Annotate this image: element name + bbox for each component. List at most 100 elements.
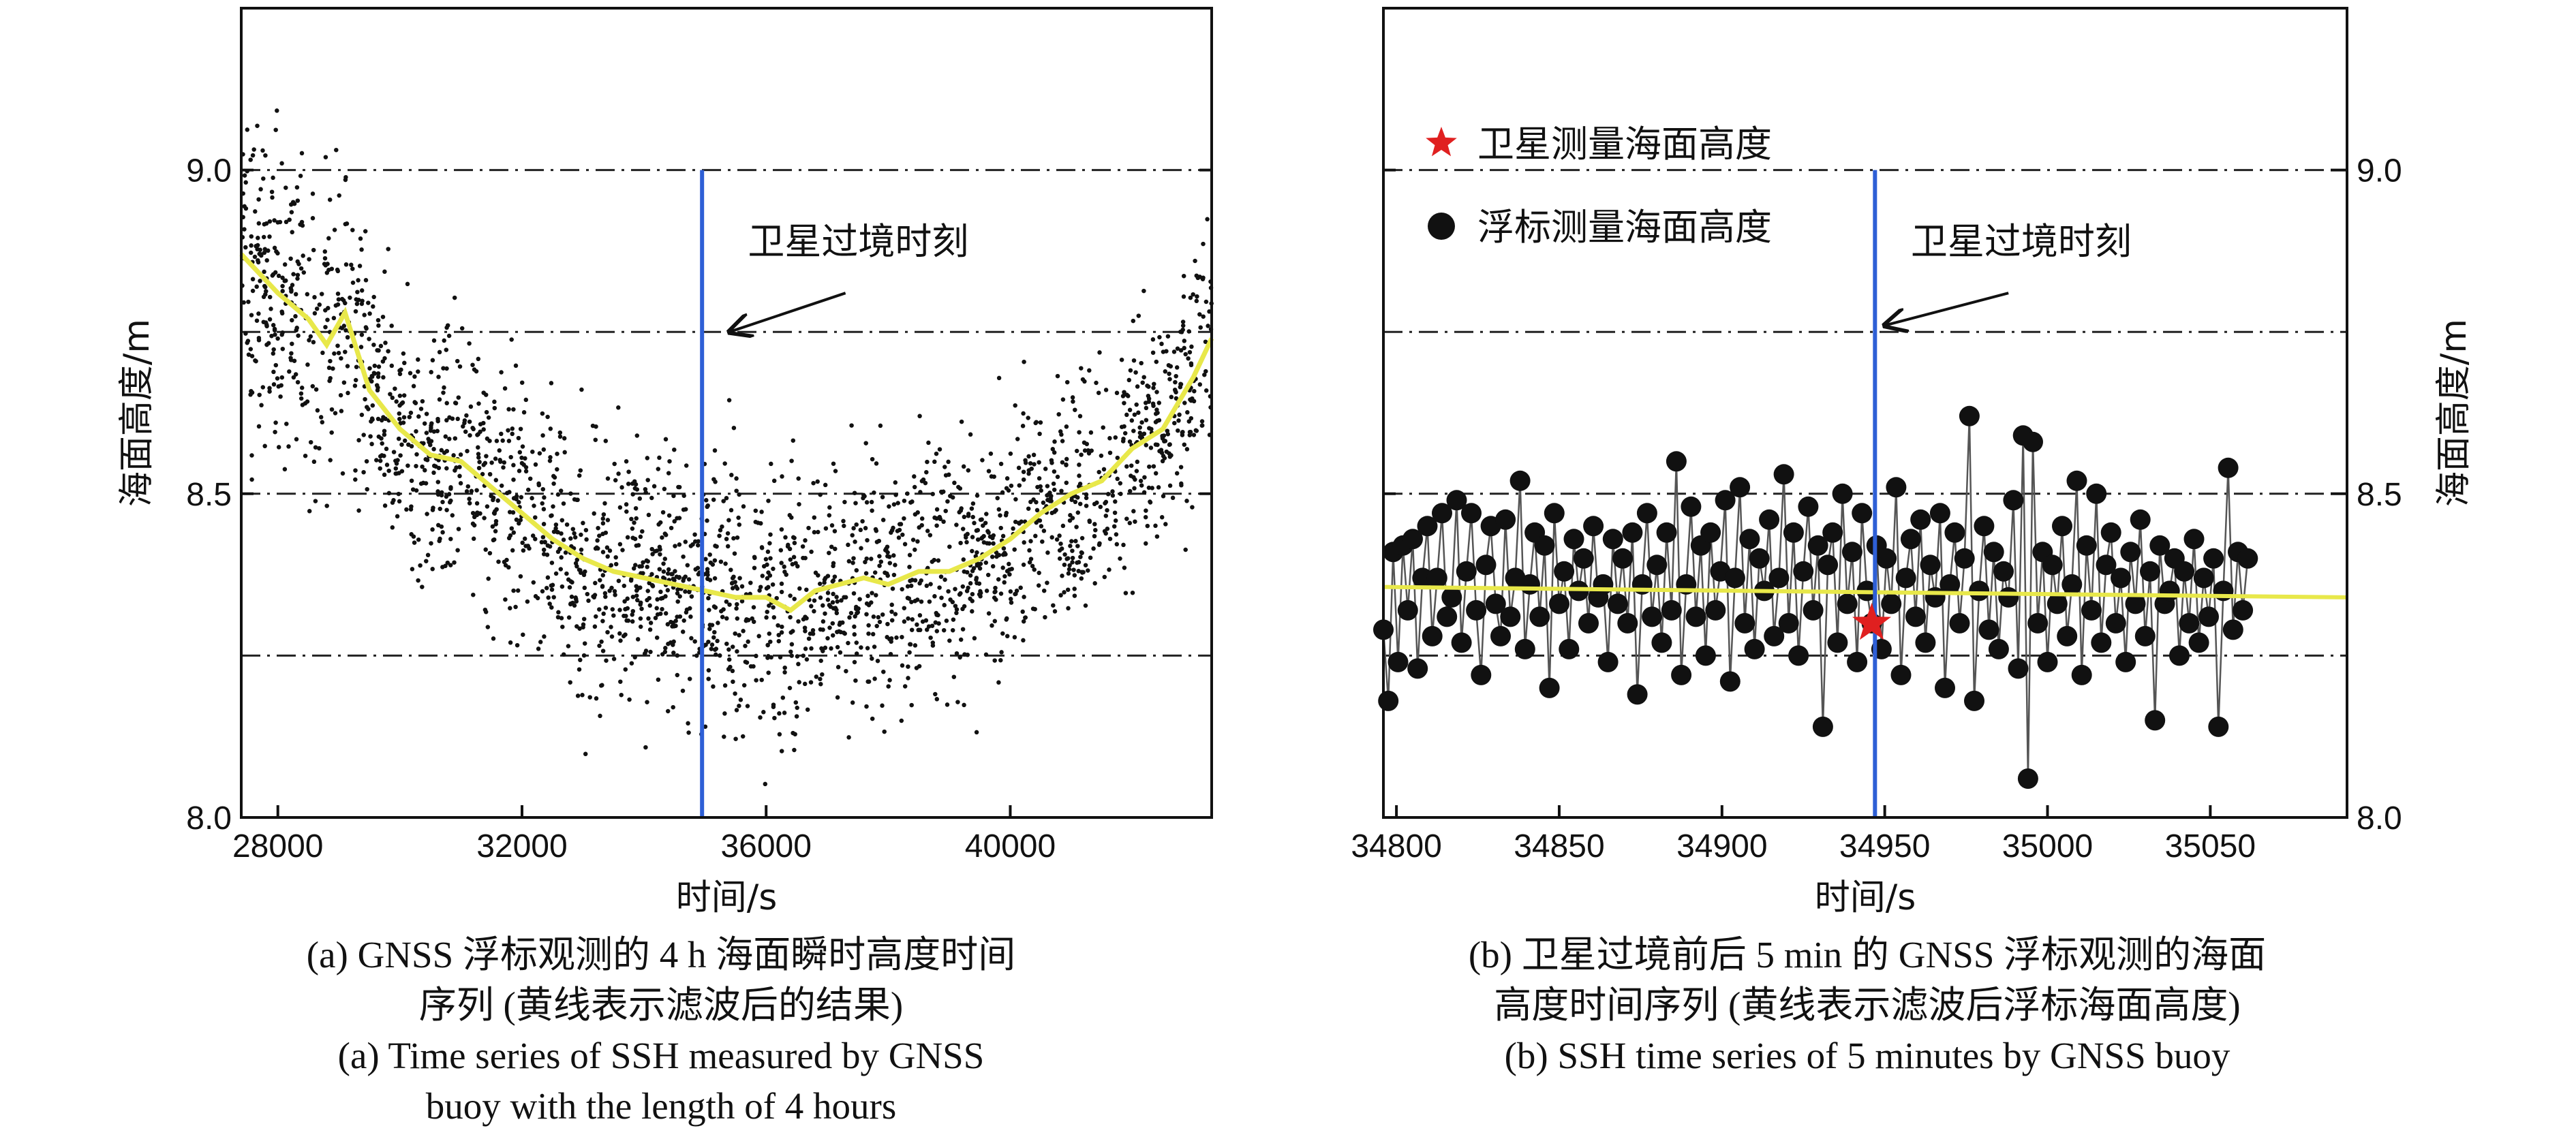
chart-b-buoy-point (2027, 612, 2049, 634)
chart-b-ylabel: 海面高度/m (2434, 319, 2474, 507)
chart-b-buoy-point (1803, 599, 1824, 621)
chart-a-ytick-label: 8.0 (186, 800, 232, 837)
chart-b-xtick-label: 34950 (1839, 828, 1930, 864)
chart-b-buoy-point (1514, 638, 1535, 659)
chart-b-buoy-point (1681, 496, 1702, 517)
chart-b-buoy-point (1812, 716, 1833, 737)
caption-a-zh-line1: (a) GNSS 浮标观测的 4 h 海面瞬时高度时间 (306, 934, 1016, 976)
chart-b-buoy-point (1700, 522, 1721, 543)
chart-b-buoy-point (2169, 645, 2190, 666)
chart-b-buoy-point (2008, 658, 2029, 679)
chart-a-xtick-label: 36000 (720, 828, 811, 864)
chart-b-buoy-point (1773, 464, 1794, 485)
chart-b-buoy-point (1378, 690, 1399, 711)
chart-b-buoy-point (2134, 625, 2156, 646)
legend-buoy-label: 浮标测量海面高度 (1477, 206, 1772, 249)
chart-a-annotation: 卫星过境时刻 (748, 220, 968, 263)
chart-b-buoy-point (1671, 664, 1692, 685)
chart-b-buoy-point (1739, 529, 1760, 550)
chart-b-buoy-point (1954, 548, 1975, 569)
chart-a-xlabel: 时间/s (676, 877, 778, 918)
chart-b-buoy-point (1695, 645, 1716, 666)
chart-b-buoy-point (1412, 567, 1433, 589)
chart-b-buoy-point (2130, 509, 2151, 530)
chart-b-buoy-point (1636, 503, 1657, 524)
chart-b-buoy-point (1807, 535, 1828, 556)
chart-b-buoy-point (1612, 548, 1634, 569)
chart-b-buoy-point (1422, 625, 1443, 646)
chart-b-buoy-point (1485, 593, 1506, 614)
chart-b-buoy-point (2105, 612, 2126, 634)
chart-b-buoy-point (1788, 645, 1809, 666)
chart-b-buoy-point (2086, 483, 2107, 504)
chart-b-buoy-point (2233, 599, 2254, 621)
chart-b-buoy-point (1895, 567, 1916, 589)
chart-b-buoy-point (1563, 529, 1584, 550)
chart-b-buoy-point (1886, 477, 1907, 498)
chart-b-buoy-point (1509, 470, 1531, 491)
chart-b-buoy-point (1407, 658, 1428, 679)
chart-b-buoy-point (1529, 606, 1550, 627)
chart-b-buoy-point (1559, 638, 1580, 659)
chart-b-buoy-point (1852, 503, 1873, 524)
chart-b-buoy-point (1437, 606, 1458, 627)
chart-b-buoy-point (1978, 619, 1999, 640)
chart-b-buoy-point (1387, 651, 1409, 672)
chart-b-buoy-point (1602, 529, 1623, 550)
chart-b-buoy-point (1993, 561, 2014, 582)
chart-b-buoy-point (1998, 587, 2019, 608)
chart-b-buoy-point (2179, 612, 2200, 634)
chart-b-buoy-point (2174, 561, 2195, 582)
chart-b-buoy-point (2208, 716, 2229, 737)
chart-b-xtick-label: 34900 (1676, 828, 1767, 864)
chart-b-buoy-point (1837, 593, 1858, 614)
chart-a-xtick-label: 40000 (965, 828, 1056, 864)
chart-b-buoy-point (2066, 470, 2087, 491)
caption-b-en-line1: (b) SSH time series of 5 minutes by GNSS… (1504, 1035, 2230, 1076)
chart-b-buoy-point (2120, 542, 2141, 563)
chart-b-buoy-point (1841, 542, 1862, 563)
chart-b-buoy-point (1744, 638, 1765, 659)
chart-b-buoy-point (2140, 561, 2160, 582)
chart-b-buoy-point (1432, 503, 1452, 524)
chart-b-buoy-point (1451, 632, 1472, 653)
chart-b-buoy-point (1554, 561, 1575, 582)
chart-b-buoy-point (1475, 555, 1497, 576)
chart-b-buoy-point (1397, 599, 1418, 621)
chart-b-buoy-point (1651, 632, 1672, 653)
chart-a-xtick-label: 32000 (476, 828, 567, 864)
chart-b-buoy-point (1734, 612, 1755, 634)
chart-b-buoy-point (1988, 638, 2009, 659)
chart-b-buoy-point (1544, 503, 1565, 524)
chart-b-buoy-point (1656, 522, 1677, 543)
chart-a-filtered-line (239, 252, 1214, 614)
chart-b-buoy-point (2198, 606, 2219, 627)
chart-b-buoy-point (1827, 632, 1848, 653)
chart-b-xtick-label: 35050 (2165, 828, 2256, 864)
chart-b-buoy-point (1778, 612, 1799, 634)
caption-b-zh-line1: (b) 卫星过境前后 5 min 的 GNSS 浮标观测的海面 (1468, 934, 2267, 976)
chart-b-buoy-point (1705, 599, 1726, 621)
chart-b-ytick-label: 8.0 (2357, 800, 2402, 837)
chart-a-plot-frame (240, 7, 1213, 819)
chart-b-buoy-point (2003, 490, 2024, 511)
chart-b-buoy-point (1983, 542, 2004, 563)
legend-satellite-label: 卫星测量海面高度 (1477, 123, 1772, 166)
chart-b-ytick-label: 8.5 (2357, 477, 2402, 513)
chart-b-buoy-point (1466, 599, 1487, 621)
chart-b-buoy-point (1949, 612, 1970, 634)
chart-a-scatter-points (240, 108, 1214, 787)
chart-b-buoy-point (1607, 593, 1628, 614)
chart-b-buoy-point (1832, 483, 1853, 504)
chart-b-buoy-point (2111, 567, 2131, 589)
chart-b-buoy-point (2222, 619, 2243, 640)
chart-b-buoy-point (1578, 612, 1599, 634)
chart-a-annotation-arrow (729, 292, 846, 332)
chart-b-buoy-point (2193, 567, 2214, 589)
chart-a-scatter-cloud (240, 108, 1214, 787)
chart-b-buoy-point (1910, 509, 1931, 530)
chart-b-annotation: 卫星过境时刻 (1911, 220, 2132, 263)
chart-b-buoy-point (2115, 651, 2136, 672)
chart-b-buoy-point (1583, 516, 1604, 537)
